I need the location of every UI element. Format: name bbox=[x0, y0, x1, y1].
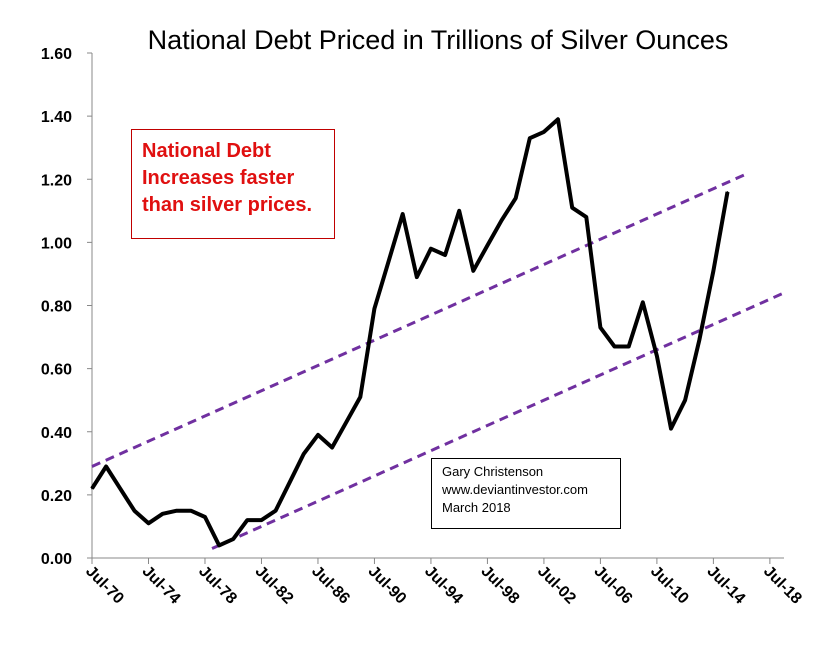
x-tick-label: Jul-74 bbox=[139, 563, 184, 608]
data-point bbox=[599, 326, 602, 329]
data-point bbox=[373, 307, 376, 310]
data-point bbox=[246, 519, 249, 521]
data-point bbox=[571, 206, 573, 209]
data-point bbox=[670, 427, 672, 430]
y-axis-tick-labels: 0.00 0.20 0.40 0.60 0.80 1.00 1.20 1.40 1.60 bbox=[41, 46, 72, 568]
data-point bbox=[486, 244, 489, 247]
data-point bbox=[726, 191, 729, 193]
data-point bbox=[656, 355, 658, 357]
data-point bbox=[218, 544, 220, 547]
data-point bbox=[331, 446, 333, 449]
y-tick-label: 1.20 bbox=[41, 172, 72, 189]
data-point bbox=[416, 276, 418, 278]
credit-author: Gary Christenson bbox=[442, 464, 544, 479]
data-point bbox=[317, 434, 319, 436]
x-tick-label: Jul-14 bbox=[704, 563, 749, 608]
data-point bbox=[91, 487, 93, 490]
series-group bbox=[90, 117, 730, 548]
credit-annotation-box: Gary Christenson www.deviantinvestor.com… bbox=[431, 458, 621, 529]
data-point bbox=[430, 247, 432, 250]
data-point bbox=[444, 254, 446, 256]
x-tick-label: Jul-10 bbox=[647, 563, 692, 608]
data-point bbox=[274, 509, 277, 512]
data-point bbox=[119, 487, 122, 490]
data-point bbox=[585, 216, 588, 218]
data-point bbox=[613, 345, 616, 348]
y-tick-label: 0.60 bbox=[41, 362, 72, 379]
data-point bbox=[698, 339, 701, 342]
chart-title: National Debt Priced in Trillions of Sil… bbox=[148, 25, 729, 55]
data-point bbox=[401, 213, 404, 215]
data-point bbox=[543, 131, 545, 133]
data-point bbox=[204, 516, 206, 518]
y-tick-label: 0.20 bbox=[41, 488, 72, 505]
y-tick-label: 1.00 bbox=[41, 235, 72, 252]
data-point bbox=[190, 509, 192, 512]
data-point bbox=[712, 269, 715, 272]
data-point bbox=[472, 269, 475, 272]
headline-line-1: National Debt bbox=[142, 140, 271, 162]
data-point bbox=[500, 219, 503, 222]
credit-date: March 2018 bbox=[442, 500, 511, 515]
y-tick-label: 0.40 bbox=[41, 425, 72, 442]
data-point bbox=[260, 519, 263, 521]
data-point bbox=[514, 197, 517, 199]
x-tick-label: Jul-86 bbox=[308, 563, 353, 608]
data-point bbox=[458, 210, 460, 212]
x-tick-label: Jul-90 bbox=[365, 563, 410, 608]
data-point bbox=[303, 453, 305, 455]
x-tick-label: Jul-82 bbox=[252, 563, 297, 608]
data-point bbox=[557, 118, 559, 121]
x-tick-label: Jul-06 bbox=[591, 563, 636, 608]
data-point bbox=[147, 522, 150, 525]
credit-website: www.deviantinvestor.com bbox=[442, 482, 588, 497]
data-point bbox=[175, 509, 178, 512]
headline-line-2: Increases faster bbox=[142, 167, 295, 189]
x-tick-label: Jul-98 bbox=[478, 563, 523, 608]
data-point bbox=[387, 260, 390, 263]
x-tick-label: Jul-94 bbox=[421, 563, 466, 608]
x-tick-label: Jul-70 bbox=[82, 563, 127, 608]
data-point bbox=[105, 465, 107, 468]
data-point bbox=[133, 509, 136, 512]
data-point bbox=[232, 538, 235, 540]
data-point bbox=[684, 399, 686, 401]
data-point bbox=[345, 421, 348, 424]
headline-line-3: than silver prices. bbox=[142, 194, 313, 216]
x-tick-label: Jul-02 bbox=[534, 563, 579, 608]
x-tick-label: Jul-18 bbox=[760, 563, 805, 608]
y-tick-label: 1.40 bbox=[41, 109, 72, 126]
y-tick-label: 1.60 bbox=[41, 46, 72, 63]
headline-annotation-box: National Debt Increases faster than silv… bbox=[131, 129, 335, 239]
data-point bbox=[627, 345, 630, 348]
y-tick-label: 0.00 bbox=[41, 551, 72, 568]
axes bbox=[87, 52, 784, 564]
x-axis-tick-labels: Jul-70 Jul-74 Jul-78 Jul-82 Jul-86 Jul-90 Jul-… bbox=[82, 563, 805, 608]
series-line bbox=[90, 117, 730, 548]
data-point bbox=[641, 301, 644, 304]
y-tick-label: 0.80 bbox=[41, 299, 72, 316]
data-point bbox=[288, 481, 291, 484]
data-point bbox=[528, 137, 531, 140]
data-point bbox=[359, 396, 362, 398]
x-tick-label: Jul-78 bbox=[195, 563, 240, 608]
data-point bbox=[161, 513, 164, 515]
